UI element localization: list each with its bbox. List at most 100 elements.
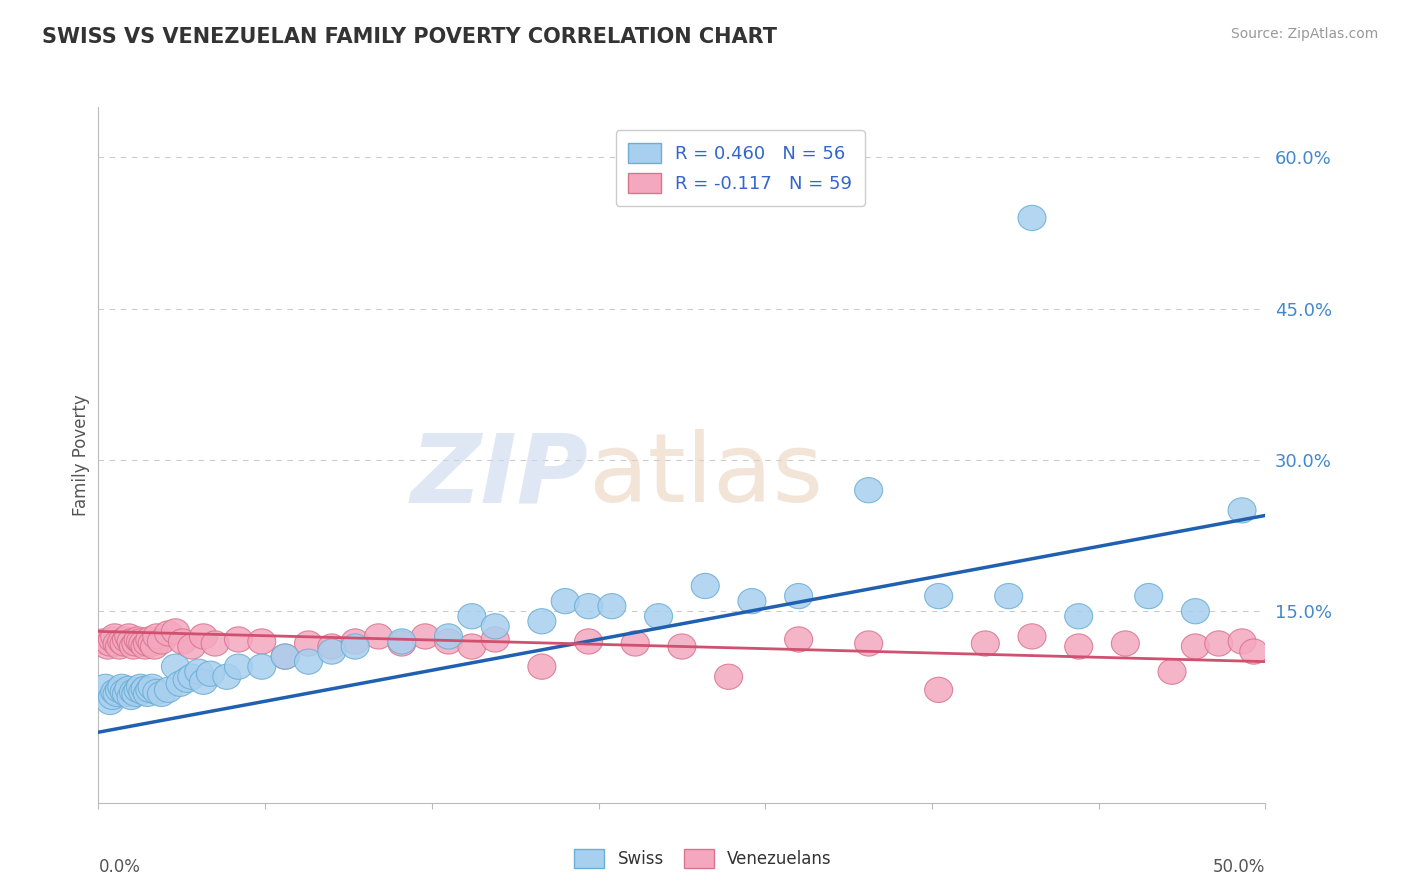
Ellipse shape <box>131 676 159 701</box>
Text: 50.0%: 50.0% <box>1213 858 1265 876</box>
Legend: R = 0.460   N = 56, R = -0.117   N = 59: R = 0.460 N = 56, R = -0.117 N = 59 <box>616 130 865 206</box>
Ellipse shape <box>434 629 463 654</box>
Text: 0.0%: 0.0% <box>98 858 141 876</box>
Ellipse shape <box>434 624 463 649</box>
Ellipse shape <box>318 639 346 665</box>
Ellipse shape <box>117 684 145 709</box>
Ellipse shape <box>855 477 883 503</box>
Ellipse shape <box>1111 631 1139 657</box>
Ellipse shape <box>115 676 143 701</box>
Ellipse shape <box>598 593 626 619</box>
Ellipse shape <box>120 634 148 659</box>
Ellipse shape <box>120 680 148 705</box>
Ellipse shape <box>644 604 672 629</box>
Ellipse shape <box>247 629 276 654</box>
Ellipse shape <box>134 631 162 657</box>
Ellipse shape <box>122 681 150 706</box>
Ellipse shape <box>225 654 253 680</box>
Ellipse shape <box>155 621 183 646</box>
Ellipse shape <box>98 627 127 652</box>
Ellipse shape <box>388 629 416 654</box>
Ellipse shape <box>575 629 603 654</box>
Ellipse shape <box>1181 634 1209 659</box>
Ellipse shape <box>1240 639 1268 665</box>
Ellipse shape <box>1227 629 1256 654</box>
Ellipse shape <box>692 574 720 599</box>
Ellipse shape <box>105 677 134 703</box>
Ellipse shape <box>184 659 212 684</box>
Ellipse shape <box>89 629 117 654</box>
Ellipse shape <box>108 674 136 699</box>
Ellipse shape <box>190 624 218 649</box>
Ellipse shape <box>127 629 155 654</box>
Ellipse shape <box>201 631 229 657</box>
Ellipse shape <box>129 680 157 705</box>
Ellipse shape <box>148 681 176 706</box>
Ellipse shape <box>98 684 127 709</box>
Ellipse shape <box>124 677 152 703</box>
Ellipse shape <box>127 674 155 699</box>
Ellipse shape <box>136 627 163 652</box>
Ellipse shape <box>110 680 138 705</box>
Ellipse shape <box>621 631 650 657</box>
Ellipse shape <box>110 631 138 657</box>
Ellipse shape <box>271 644 299 669</box>
Ellipse shape <box>1181 599 1209 624</box>
Ellipse shape <box>173 667 201 692</box>
Ellipse shape <box>925 583 953 608</box>
Ellipse shape <box>527 608 555 634</box>
Ellipse shape <box>342 629 370 654</box>
Y-axis label: Family Poverty: Family Poverty <box>72 394 90 516</box>
Ellipse shape <box>122 631 150 657</box>
Ellipse shape <box>785 627 813 652</box>
Ellipse shape <box>668 634 696 659</box>
Ellipse shape <box>972 631 1000 657</box>
Ellipse shape <box>551 589 579 614</box>
Ellipse shape <box>131 634 159 659</box>
Ellipse shape <box>91 674 120 699</box>
Ellipse shape <box>162 654 190 680</box>
Ellipse shape <box>925 677 953 703</box>
Ellipse shape <box>1135 583 1163 608</box>
Ellipse shape <box>117 629 145 654</box>
Ellipse shape <box>1205 631 1233 657</box>
Ellipse shape <box>136 677 163 703</box>
Ellipse shape <box>1064 634 1092 659</box>
Ellipse shape <box>481 614 509 639</box>
Ellipse shape <box>212 665 240 690</box>
Ellipse shape <box>481 627 509 652</box>
Ellipse shape <box>388 631 416 657</box>
Text: Source: ZipAtlas.com: Source: ZipAtlas.com <box>1230 27 1378 41</box>
Ellipse shape <box>105 634 134 659</box>
Text: ZIP: ZIP <box>411 429 589 523</box>
Ellipse shape <box>225 627 253 652</box>
Ellipse shape <box>177 634 205 659</box>
Ellipse shape <box>855 631 883 657</box>
Ellipse shape <box>458 634 486 659</box>
Ellipse shape <box>271 644 299 669</box>
Ellipse shape <box>129 631 157 657</box>
Ellipse shape <box>294 649 322 674</box>
Ellipse shape <box>101 680 129 705</box>
Ellipse shape <box>318 634 346 659</box>
Ellipse shape <box>785 583 813 608</box>
Ellipse shape <box>112 681 141 706</box>
Ellipse shape <box>1064 604 1092 629</box>
Ellipse shape <box>342 634 370 659</box>
Ellipse shape <box>411 624 439 649</box>
Ellipse shape <box>96 631 124 657</box>
Ellipse shape <box>96 690 124 714</box>
Ellipse shape <box>148 629 176 654</box>
Ellipse shape <box>364 624 392 649</box>
Ellipse shape <box>143 680 170 705</box>
Ellipse shape <box>1018 205 1046 230</box>
Ellipse shape <box>190 669 218 694</box>
Text: atlas: atlas <box>589 429 824 523</box>
Ellipse shape <box>166 671 194 697</box>
Ellipse shape <box>124 627 152 652</box>
Text: SWISS VS VENEZUELAN FAMILY POVERTY CORRELATION CHART: SWISS VS VENEZUELAN FAMILY POVERTY CORRE… <box>42 27 778 46</box>
Ellipse shape <box>138 631 166 657</box>
Ellipse shape <box>247 654 276 680</box>
Ellipse shape <box>738 589 766 614</box>
Ellipse shape <box>108 629 136 654</box>
